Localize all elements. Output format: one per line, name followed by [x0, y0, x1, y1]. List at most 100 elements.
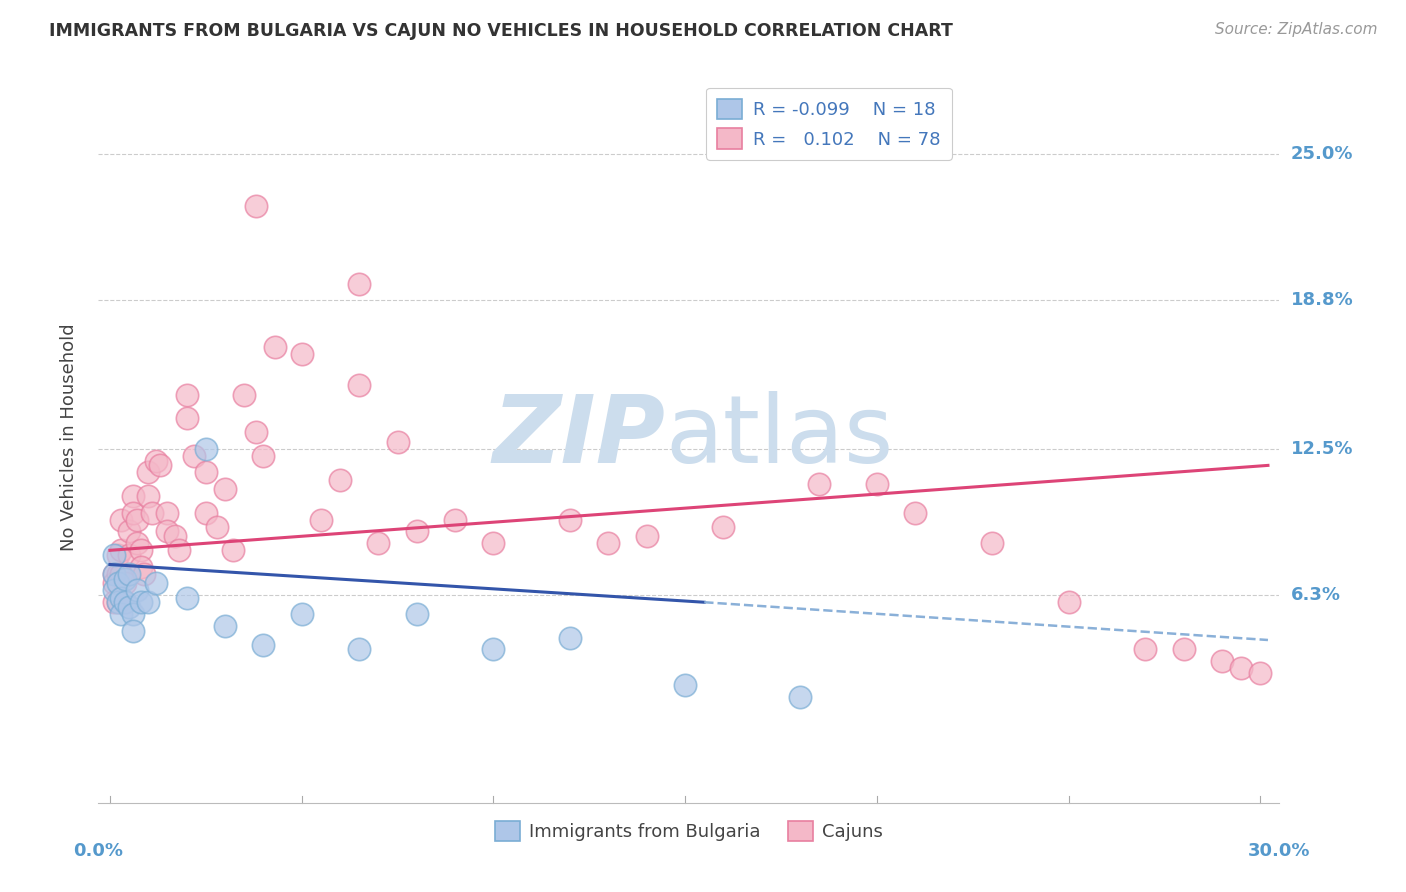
Point	[1211, 654, 1233, 668]
Point	[110, 607, 132, 621]
Point	[156, 524, 179, 539]
Point	[134, 566, 156, 581]
Point	[904, 506, 927, 520]
Point	[636, 529, 658, 543]
Point	[122, 489, 145, 503]
Point	[347, 642, 370, 657]
Point	[122, 506, 145, 520]
Point	[114, 595, 136, 609]
Point	[347, 277, 370, 291]
Point	[103, 566, 125, 581]
Point	[118, 524, 141, 539]
Point	[598, 536, 620, 550]
Point	[291, 607, 314, 621]
Point	[118, 548, 141, 562]
Point	[980, 536, 1002, 550]
Point	[673, 678, 696, 692]
Point	[309, 513, 332, 527]
Text: Source: ZipAtlas.com: Source: ZipAtlas.com	[1215, 22, 1378, 37]
Point	[194, 442, 217, 456]
Point	[110, 566, 132, 581]
Point	[125, 583, 148, 598]
Point	[713, 520, 735, 534]
Point	[103, 583, 125, 598]
Point	[252, 638, 274, 652]
Point	[114, 572, 136, 586]
Point	[558, 631, 581, 645]
Point	[252, 449, 274, 463]
Point	[107, 595, 129, 609]
Point	[122, 624, 145, 638]
Point	[482, 536, 505, 550]
Point	[233, 387, 256, 401]
Point	[214, 482, 236, 496]
Point	[129, 543, 152, 558]
Point	[110, 591, 132, 605]
Point	[482, 642, 505, 657]
Point	[291, 347, 314, 361]
Point	[165, 529, 187, 543]
Point	[122, 607, 145, 621]
Text: 12.5%: 12.5%	[1291, 440, 1353, 458]
Point	[136, 466, 159, 480]
Point	[405, 607, 427, 621]
Text: 25.0%: 25.0%	[1291, 145, 1353, 163]
Text: IMMIGRANTS FROM BULGARIA VS CAJUN NO VEHICLES IN HOUSEHOLD CORRELATION CHART: IMMIGRANTS FROM BULGARIA VS CAJUN NO VEH…	[49, 22, 953, 40]
Point	[245, 199, 267, 213]
Point	[1230, 661, 1253, 675]
Point	[558, 513, 581, 527]
Point	[367, 536, 389, 550]
Point	[1057, 595, 1080, 609]
Point	[789, 690, 811, 704]
Point	[145, 576, 167, 591]
Point	[103, 595, 125, 609]
Point	[110, 513, 132, 527]
Y-axis label: No Vehicles in Household: No Vehicles in Household	[59, 323, 77, 551]
Point	[136, 595, 159, 609]
Point	[129, 559, 152, 574]
Point	[866, 477, 889, 491]
Point	[329, 473, 352, 487]
Point	[103, 576, 125, 591]
Point	[444, 513, 467, 527]
Point	[149, 458, 172, 473]
Point	[221, 543, 243, 558]
Text: 30.0%: 30.0%	[1249, 842, 1310, 860]
Point	[194, 506, 217, 520]
Point	[167, 543, 190, 558]
Point	[118, 599, 141, 614]
Point	[245, 425, 267, 440]
Point	[114, 576, 136, 591]
Text: atlas: atlas	[665, 391, 894, 483]
Point	[176, 591, 198, 605]
Point	[114, 595, 136, 609]
Point	[107, 548, 129, 562]
Point	[207, 520, 229, 534]
Point	[214, 619, 236, 633]
Text: ZIP: ZIP	[492, 391, 665, 483]
Text: 18.8%: 18.8%	[1291, 291, 1354, 310]
Point	[1173, 642, 1195, 657]
Point	[107, 595, 129, 609]
Point	[808, 477, 831, 491]
Point	[107, 566, 129, 581]
Point	[1249, 666, 1271, 681]
Point	[1135, 642, 1157, 657]
Text: 6.3%: 6.3%	[1291, 586, 1340, 604]
Point	[136, 489, 159, 503]
Point	[125, 536, 148, 550]
Point	[263, 340, 285, 354]
Point	[129, 595, 152, 609]
Point	[387, 434, 409, 449]
Point	[107, 576, 129, 591]
Point	[405, 524, 427, 539]
Point	[156, 506, 179, 520]
Point	[145, 453, 167, 467]
Point	[176, 411, 198, 425]
Point	[194, 466, 217, 480]
Point	[141, 506, 163, 520]
Legend: Immigrants from Bulgaria, Cajuns: Immigrants from Bulgaria, Cajuns	[488, 814, 890, 848]
Point	[125, 513, 148, 527]
Point	[103, 566, 125, 581]
Point	[110, 543, 132, 558]
